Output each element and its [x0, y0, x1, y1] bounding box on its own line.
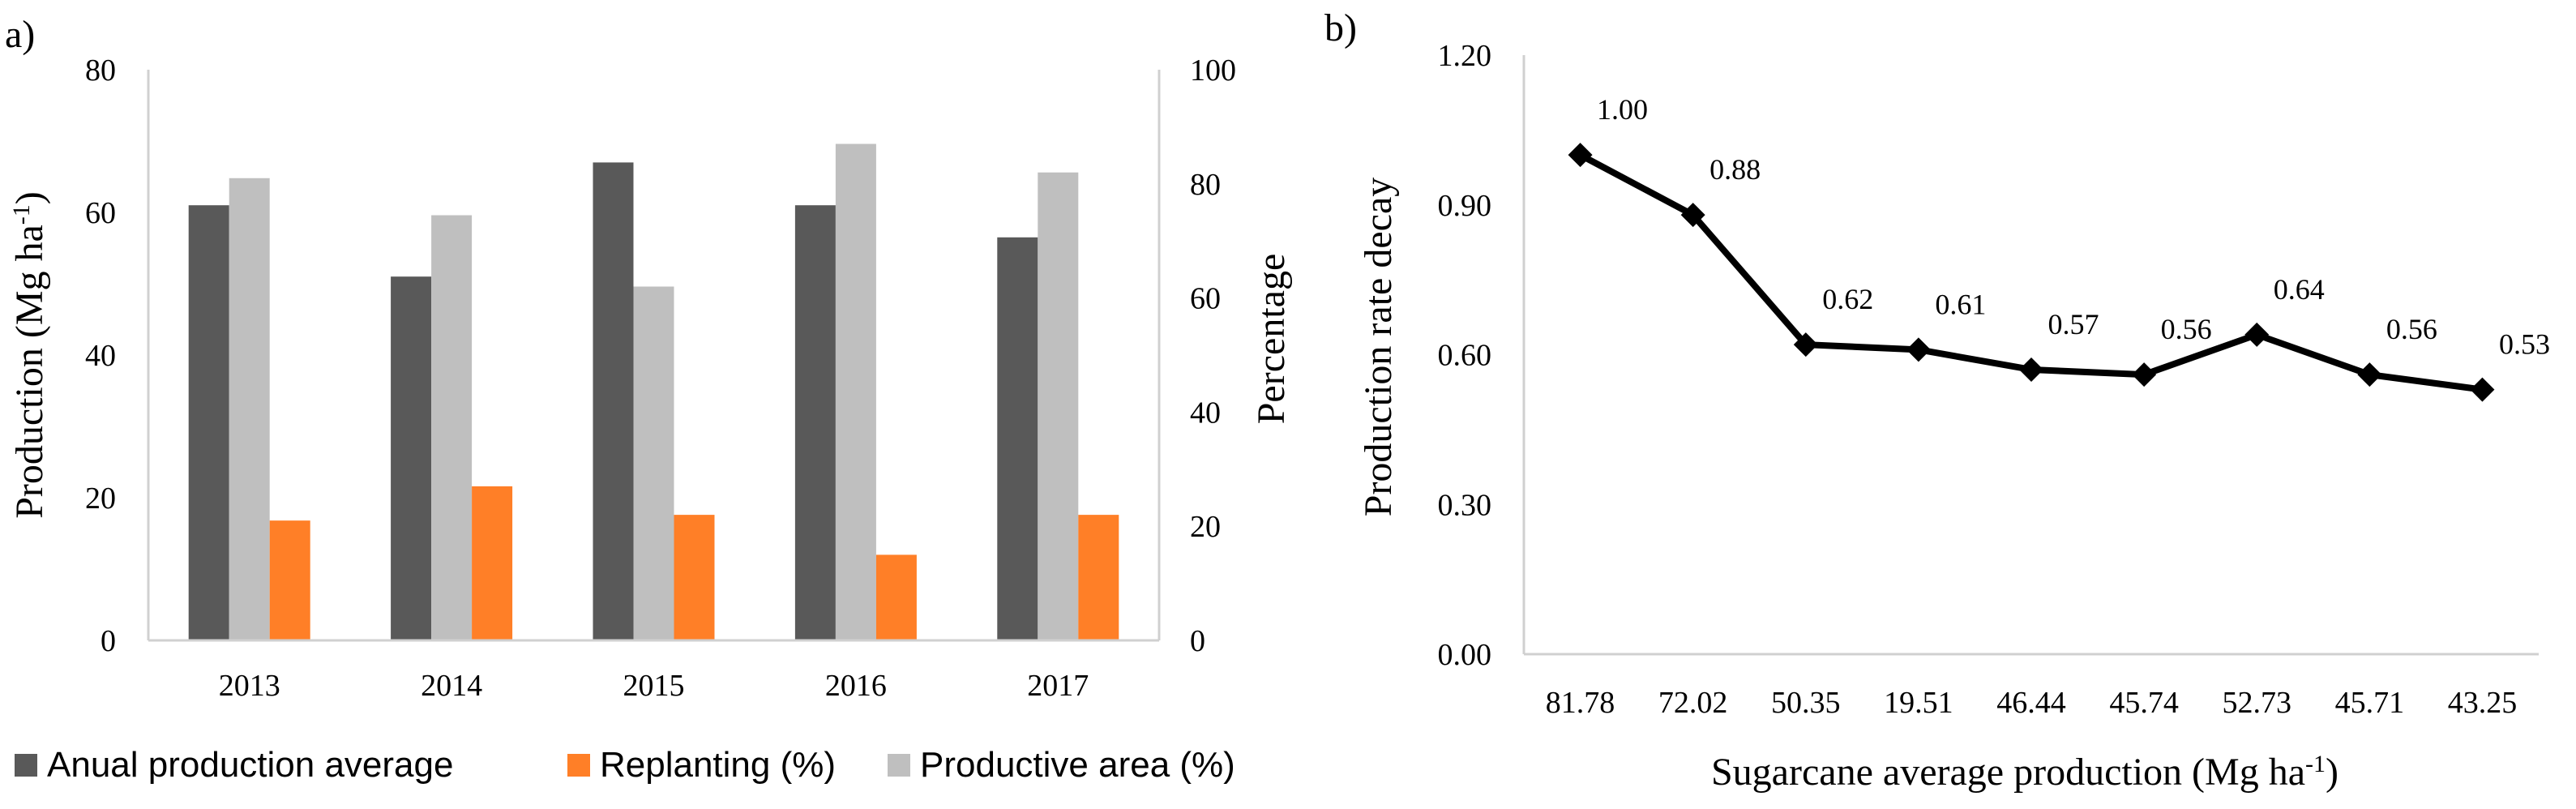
panel-a-y-tick-60: 60: [85, 196, 116, 230]
panel-b-label: b): [1324, 6, 1357, 49]
panel-b-x-tick-5: 45.74: [2109, 686, 2179, 720]
panel-a-y2-axis-title: Percentage: [1250, 254, 1293, 425]
data-label-0: 1.00: [1597, 93, 1648, 126]
marker-point-7: [2357, 362, 2382, 387]
panel-a-y2-tick-100: 100: [1190, 54, 1236, 88]
marker-point-8: [2470, 377, 2495, 402]
panel-a: a) 2013 2014 2015 2016 2017 0 20 40 60 80 0 20 40 6…: [5, 13, 1293, 785]
panel-a-y-tick-40: 40: [85, 339, 116, 373]
bar-anual-production-average-2017: [997, 237, 1038, 640]
panel-a-label: a): [5, 13, 35, 56]
panel-b: b) 0.00 0.30 0.60 0.90 1.20 81.78 72.02 50.35 1…: [1324, 6, 2550, 794]
bar-anual-production-average-2013: [188, 205, 229, 640]
data-label-5: 0.56: [2161, 313, 2212, 345]
panel-a-y2-tick-0: 0: [1190, 624, 1205, 658]
marker-point-0: [1568, 143, 1593, 168]
panel-b-x-tick-8: 43.25: [2448, 686, 2518, 720]
panel-b-x-tick-7: 45.71: [2335, 686, 2405, 720]
panel-b-y-tick-0.60: 0.60: [1438, 339, 1492, 373]
bar-anual-production-average-2015: [593, 162, 634, 640]
panel-b-y-axis-title: Production rate decay: [1357, 178, 1400, 517]
bar-anual-production-average-2016: [794, 205, 836, 640]
panel-b-x-tick-0: 81.78: [1546, 686, 1615, 720]
legend-label-productive-area: Productive area (%): [920, 745, 1235, 785]
panel-a-legend: Anual production average Replanting (%) …: [15, 745, 1235, 785]
legend-swatch-replanting: [567, 754, 590, 777]
panel-a-y2-tick-80: 80: [1190, 168, 1221, 202]
panel-a-x-ticks: 2013 2014 2015 2016 2017: [219, 669, 1089, 703]
panel-b-x-tick-6: 52.73: [2222, 686, 2291, 720]
marker-point-4: [2019, 357, 2043, 382]
panel-b-y-tick-0.00: 0.00: [1438, 638, 1492, 672]
panel-a-y-ticks: 0 20 40 60 80: [85, 54, 116, 658]
panel-b-x-ticks: 81.78 72.02 50.35 19.51 46.44 45.74 52.73 45.71…: [1546, 686, 2517, 720]
panel-a-x-tick-2014: 2014: [421, 669, 482, 703]
panel-a-y-axis-title: Production (Mg ha-1): [8, 191, 52, 519]
data-label-1: 0.88: [1709, 153, 1761, 186]
marker-point-2: [1793, 332, 1818, 357]
data-label-2: 0.62: [1822, 283, 1873, 315]
bar-replanting-2015: [674, 515, 715, 640]
legend-swatch-anual-production: [15, 754, 37, 777]
panel-a-y2-tick-40: 40: [1190, 396, 1221, 430]
marker-point-1: [1680, 203, 1705, 228]
panel-a-y-tick-80: 80: [85, 54, 116, 88]
panel-b-y-tick-0.90: 0.90: [1438, 189, 1492, 223]
panel-a-x-tick-2013: 2013: [219, 669, 280, 703]
bar-replanting-2017: [1078, 515, 1119, 640]
panel-a-bars: [188, 143, 1119, 641]
bar-productive-area-2014: [431, 215, 473, 640]
panel-a-x-tick-2015: 2015: [623, 669, 685, 703]
bar-replanting-2013: [269, 520, 310, 640]
bar-productive-area-2013: [229, 178, 270, 640]
panel-b-y-tick-1.20: 1.20: [1438, 39, 1492, 73]
panel-a-y2-tick-60: 60: [1190, 282, 1221, 316]
bar-productive-area-2015: [633, 286, 674, 640]
panel-b-x-tick-3: 19.51: [1884, 686, 1953, 720]
bar-anual-production-average-2014: [391, 276, 432, 640]
panel-a-y-tick-20: 20: [85, 482, 116, 516]
panel-a-y2-tick-20: 20: [1190, 510, 1221, 544]
panel-b-y-ticks: 0.00 0.30 0.60 0.90 1.20: [1438, 39, 1492, 672]
legend-label-anual-production: Anual production average: [47, 745, 453, 785]
panel-a-x-tick-2016: 2016: [825, 669, 887, 703]
marker-point-6: [2244, 322, 2270, 347]
marker-point-3: [1906, 337, 1931, 362]
panel-a-x-tick-2017: 2017: [1027, 669, 1089, 703]
data-label-4: 0.57: [2048, 308, 2099, 340]
panel-b-y-tick-0.30: 0.30: [1438, 488, 1492, 522]
panel-b-x-tick-4: 46.44: [1996, 686, 2066, 720]
data-label-3: 0.61: [1935, 288, 1986, 320]
panel-b-x-tick-1: 72.02: [1658, 686, 1728, 720]
panel-b-x-axis-title: Sugarcane average production (Mg ha-1): [1711, 751, 2339, 794]
production-rate-decay-line: [1578, 152, 2483, 393]
data-label-7: 0.56: [2386, 313, 2437, 345]
legend-swatch-productive-area: [888, 754, 910, 777]
data-label-6: 0.64: [2274, 273, 2325, 306]
legend-label-replanting: Replanting (%): [600, 745, 836, 785]
bar-productive-area-2017: [1038, 172, 1079, 641]
bar-replanting-2014: [472, 486, 513, 640]
panel-b-series: 1.00 0.88 0.62 0.61 0.57 0.56 0.64 0.56 0.53: [1568, 93, 2550, 402]
panel-b-x-tick-2: 50.35: [1771, 686, 1841, 720]
bar-productive-area-2016: [835, 143, 876, 640]
marker-point-5: [2132, 362, 2157, 387]
panel-a-y2-ticks: 0 20 40 60 80 100: [1190, 54, 1236, 658]
bar-replanting-2016: [875, 554, 917, 640]
data-label-8: 0.53: [2499, 328, 2550, 361]
panel-a-y-tick-0: 0: [101, 624, 116, 658]
